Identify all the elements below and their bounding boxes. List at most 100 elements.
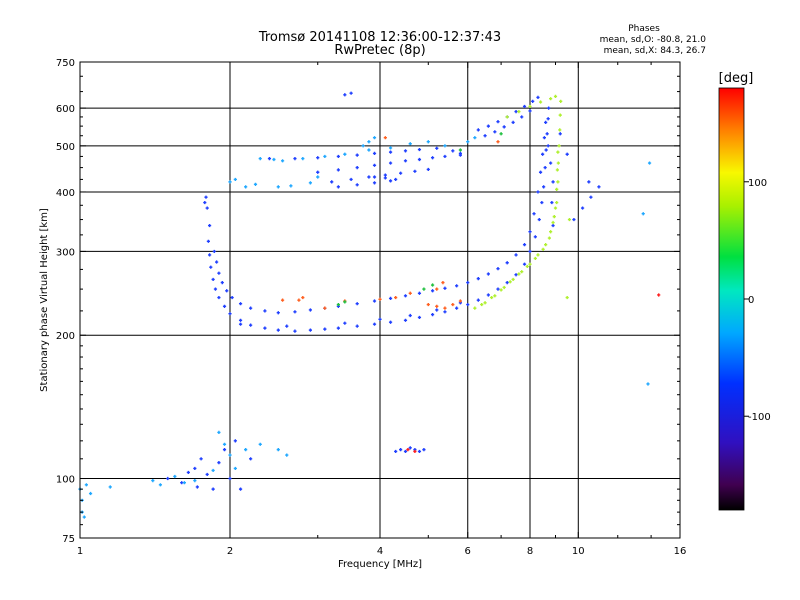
data-point — [336, 185, 340, 189]
data-point — [378, 317, 382, 321]
y-tick-label: 600 — [56, 104, 75, 115]
data-point — [511, 277, 515, 282]
data-point — [555, 187, 559, 191]
data-point — [394, 449, 398, 454]
data-point — [580, 206, 585, 210]
data-point — [372, 322, 377, 326]
data-point — [336, 326, 340, 330]
data-point — [443, 154, 447, 159]
data-point — [517, 272, 521, 276]
data-point — [458, 153, 463, 157]
data-point — [505, 115, 509, 119]
data-point — [388, 146, 393, 150]
data-point — [514, 110, 518, 114]
data-point — [443, 144, 447, 148]
data-point — [316, 175, 320, 179]
data-point — [413, 449, 417, 454]
data-point — [408, 291, 412, 295]
colorbar: [deg] 100 0 -100 — [718, 71, 771, 511]
data-point — [505, 261, 509, 265]
data-point — [417, 157, 422, 162]
data-point — [657, 293, 661, 297]
x-tick-label: 1 — [77, 546, 83, 557]
data-point — [455, 306, 459, 310]
data-point — [212, 249, 216, 254]
data-point — [182, 481, 186, 485]
data-point — [372, 151, 377, 155]
data-point — [394, 177, 398, 182]
data-point — [528, 230, 532, 234]
data-point — [443, 310, 447, 314]
data-point — [641, 212, 645, 216]
data-point — [193, 466, 197, 471]
data-point — [544, 243, 548, 247]
data-point — [536, 253, 540, 257]
data-point — [426, 140, 430, 144]
data-point — [276, 311, 280, 315]
data-point — [367, 175, 371, 179]
data-point — [451, 149, 455, 153]
data-point — [541, 247, 545, 251]
data-point — [301, 295, 305, 300]
data-point — [413, 169, 417, 173]
data-point — [466, 280, 470, 285]
data-point — [546, 144, 550, 148]
data-point — [556, 180, 560, 184]
y-tick-label: 750 — [56, 58, 75, 69]
data-point — [267, 157, 272, 161]
data-point — [378, 297, 382, 301]
x-tick-label: 8 — [527, 546, 533, 557]
data-point — [372, 175, 377, 179]
data-point — [195, 485, 199, 489]
data-point — [225, 289, 229, 293]
data-point — [542, 136, 546, 140]
x-tick-label: 4 — [377, 546, 383, 557]
data-point — [408, 142, 412, 146]
data-point — [541, 152, 545, 156]
data-point — [430, 156, 435, 160]
data-point — [502, 285, 506, 290]
data-point — [151, 479, 155, 483]
data-point — [209, 265, 213, 269]
data-point — [330, 180, 334, 184]
data-point — [558, 128, 562, 132]
data-point — [533, 235, 537, 239]
data-point — [249, 306, 253, 310]
data-point — [486, 124, 490, 128]
data-point — [520, 115, 524, 119]
gridlines — [80, 62, 680, 538]
data-point — [558, 113, 562, 117]
data-point — [597, 185, 601, 189]
data-point — [473, 136, 477, 140]
data-point — [430, 312, 435, 317]
data-point — [536, 95, 540, 99]
data-point — [538, 170, 543, 174]
data-point — [403, 294, 408, 298]
data-point — [499, 288, 503, 292]
data-point — [458, 299, 463, 303]
colorbar-label: [deg] — [719, 71, 754, 86]
data-point — [556, 161, 560, 165]
data-point — [293, 157, 297, 161]
data-point — [289, 184, 293, 188]
data-point — [233, 177, 237, 182]
data-point — [547, 106, 551, 110]
data-point — [355, 302, 359, 306]
data-point — [508, 280, 512, 284]
data-point — [551, 223, 555, 228]
data-point — [476, 277, 480, 281]
data-point — [544, 120, 548, 124]
data-point — [388, 161, 393, 165]
colorbar-tick-label: 100 — [748, 178, 767, 189]
data-point — [435, 146, 439, 150]
data-point — [367, 140, 371, 144]
data-point — [555, 168, 560, 172]
data-point — [301, 157, 305, 161]
y-tick-label: 500 — [56, 142, 75, 153]
y-tick-label: 300 — [56, 247, 75, 258]
data-point — [180, 481, 184, 485]
axis-ticks: 1 2 4 6 8 10 16 75 100 200 300 400 500 600 750 — [56, 58, 686, 557]
colorbar-tick-label: -100 — [748, 412, 771, 423]
data-point — [276, 448, 280, 452]
